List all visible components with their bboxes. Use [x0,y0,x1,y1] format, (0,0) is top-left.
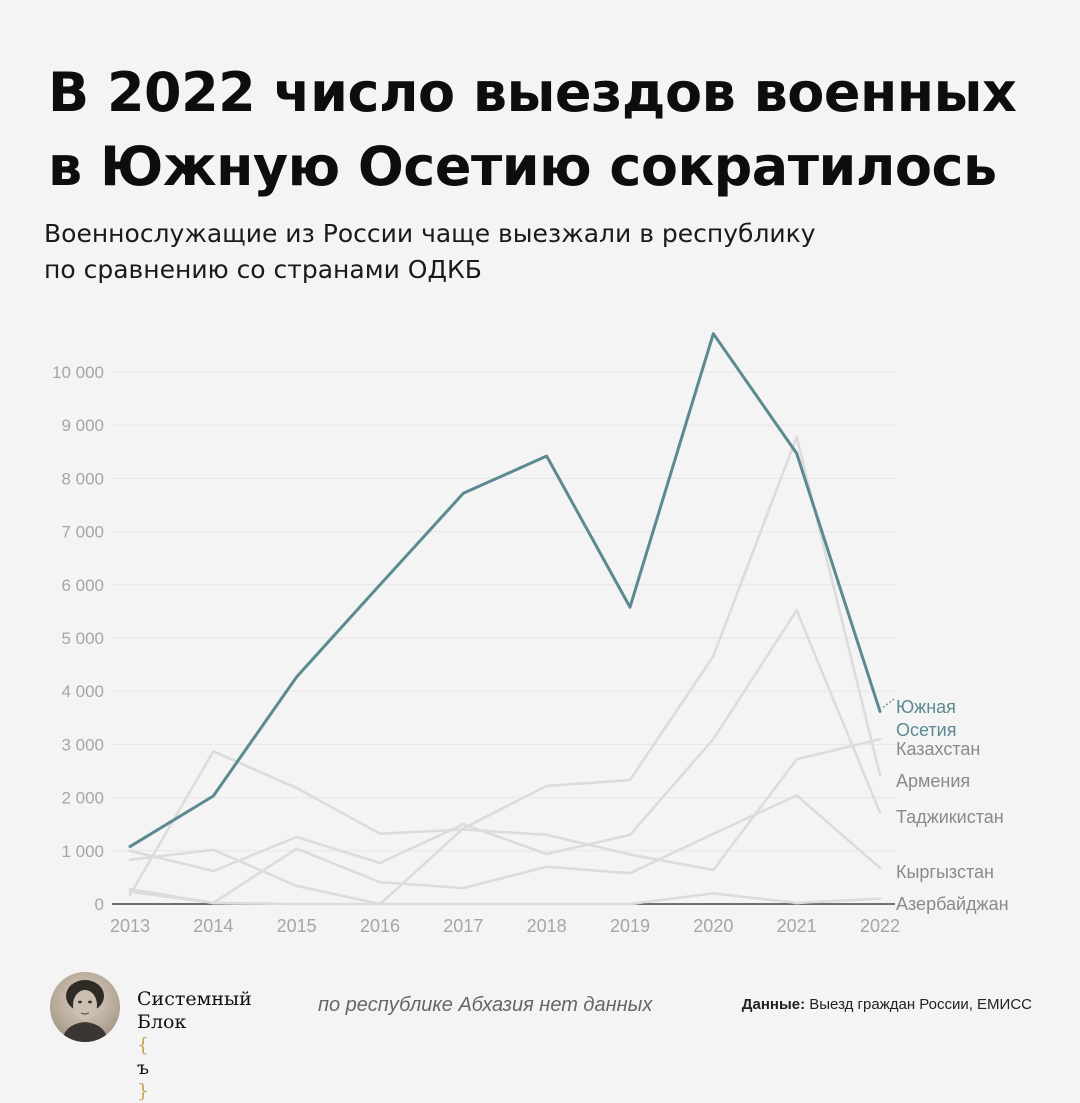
x-tick-label: 2020 [693,916,733,936]
y-tick-label: 9 000 [61,416,104,435]
y-tick-label: 10 000 [52,363,104,382]
x-tick-label: 2013 [110,916,150,936]
series-line [128,737,882,897]
brand-avatar [50,972,120,1042]
chart-series-lines [128,332,882,906]
series-line [128,794,882,905]
x-tick-label: 2022 [860,916,900,936]
series-line [128,435,882,906]
page-title: В 2022 число выездов военных в Южную Осе… [48,56,1048,204]
y-axis-tick-labels: 0 1 000 2 000 3 000 4 000 5 000 6 000 7 000 8 00… [52,363,104,914]
y-tick-label: 2 000 [61,789,104,808]
line-chart: 0 1 000 2 000 3 000 4 000 5 000 6 000 7 000 8 00… [52,332,1009,936]
portrait-icon [62,980,108,1042]
brand-logo: Системный Блок{ъ} [137,988,252,1103]
y-tick-label: 6 000 [61,576,104,595]
series-label: Азербайджан [896,894,1009,914]
footer: Системный Блок{ъ} по республике Абхазия … [0,960,1080,1102]
series-label: Таджикистан [896,807,1004,827]
series-label: Южная [896,697,956,717]
series-label: Кыргызстан [896,862,994,882]
y-tick-label: 7 000 [61,523,104,542]
title-line-1: В 2022 число выездов военных [48,61,1017,124]
y-tick-label: 1 000 [61,842,104,861]
series-line [128,332,882,849]
series-label: Осетия [896,720,956,740]
data-source: Данные: Выезд граждан России, ЕМИСС [742,996,1032,1013]
source-label: Данные: [741,996,806,1013]
y-tick-label: 0 [95,895,104,914]
x-tick-label: 2015 [277,916,317,936]
subtitle: Военнослужащие из России чаще выезжали в… [44,216,1004,288]
brand-name-line-1: Системный [137,988,252,1010]
x-axis-tick-labels: 2013 2014 2015 2016 2017 2018 2019 2020 2021 2022 [110,916,900,936]
x-tick-label: 2014 [193,916,233,936]
label-leader-line [882,698,895,708]
y-tick-label: 3 000 [61,735,104,754]
source-text: Выезд граждан России, ЕМИСС [809,996,1032,1013]
x-tick-label: 2018 [527,916,567,936]
x-tick-label: 2016 [360,916,400,936]
y-tick-label: 4 000 [61,682,104,701]
subtitle-line-1: Военнослужащие из России чаще выезжали в… [44,219,816,248]
brand-name-line-2: Блок{ъ} [137,1011,252,1103]
subtitle-line-2: по сравнению со странами ОДКБ [44,255,482,284]
series-label: Казахстан [896,739,980,759]
x-tick-label: 2019 [610,916,650,936]
series-line [128,609,882,873]
series-line [128,890,882,906]
title-line-2: в Южную Осетию сократилось [48,135,997,198]
y-tick-label: 8 000 [61,469,104,488]
data-note: по республике Абхазия нет данных [318,994,653,1016]
x-tick-label: 2021 [777,916,817,936]
brand-mark: ъ [137,1057,150,1079]
series-label: Армения [896,771,970,791]
x-tick-label: 2017 [443,916,483,936]
y-tick-label: 5 000 [61,629,104,648]
